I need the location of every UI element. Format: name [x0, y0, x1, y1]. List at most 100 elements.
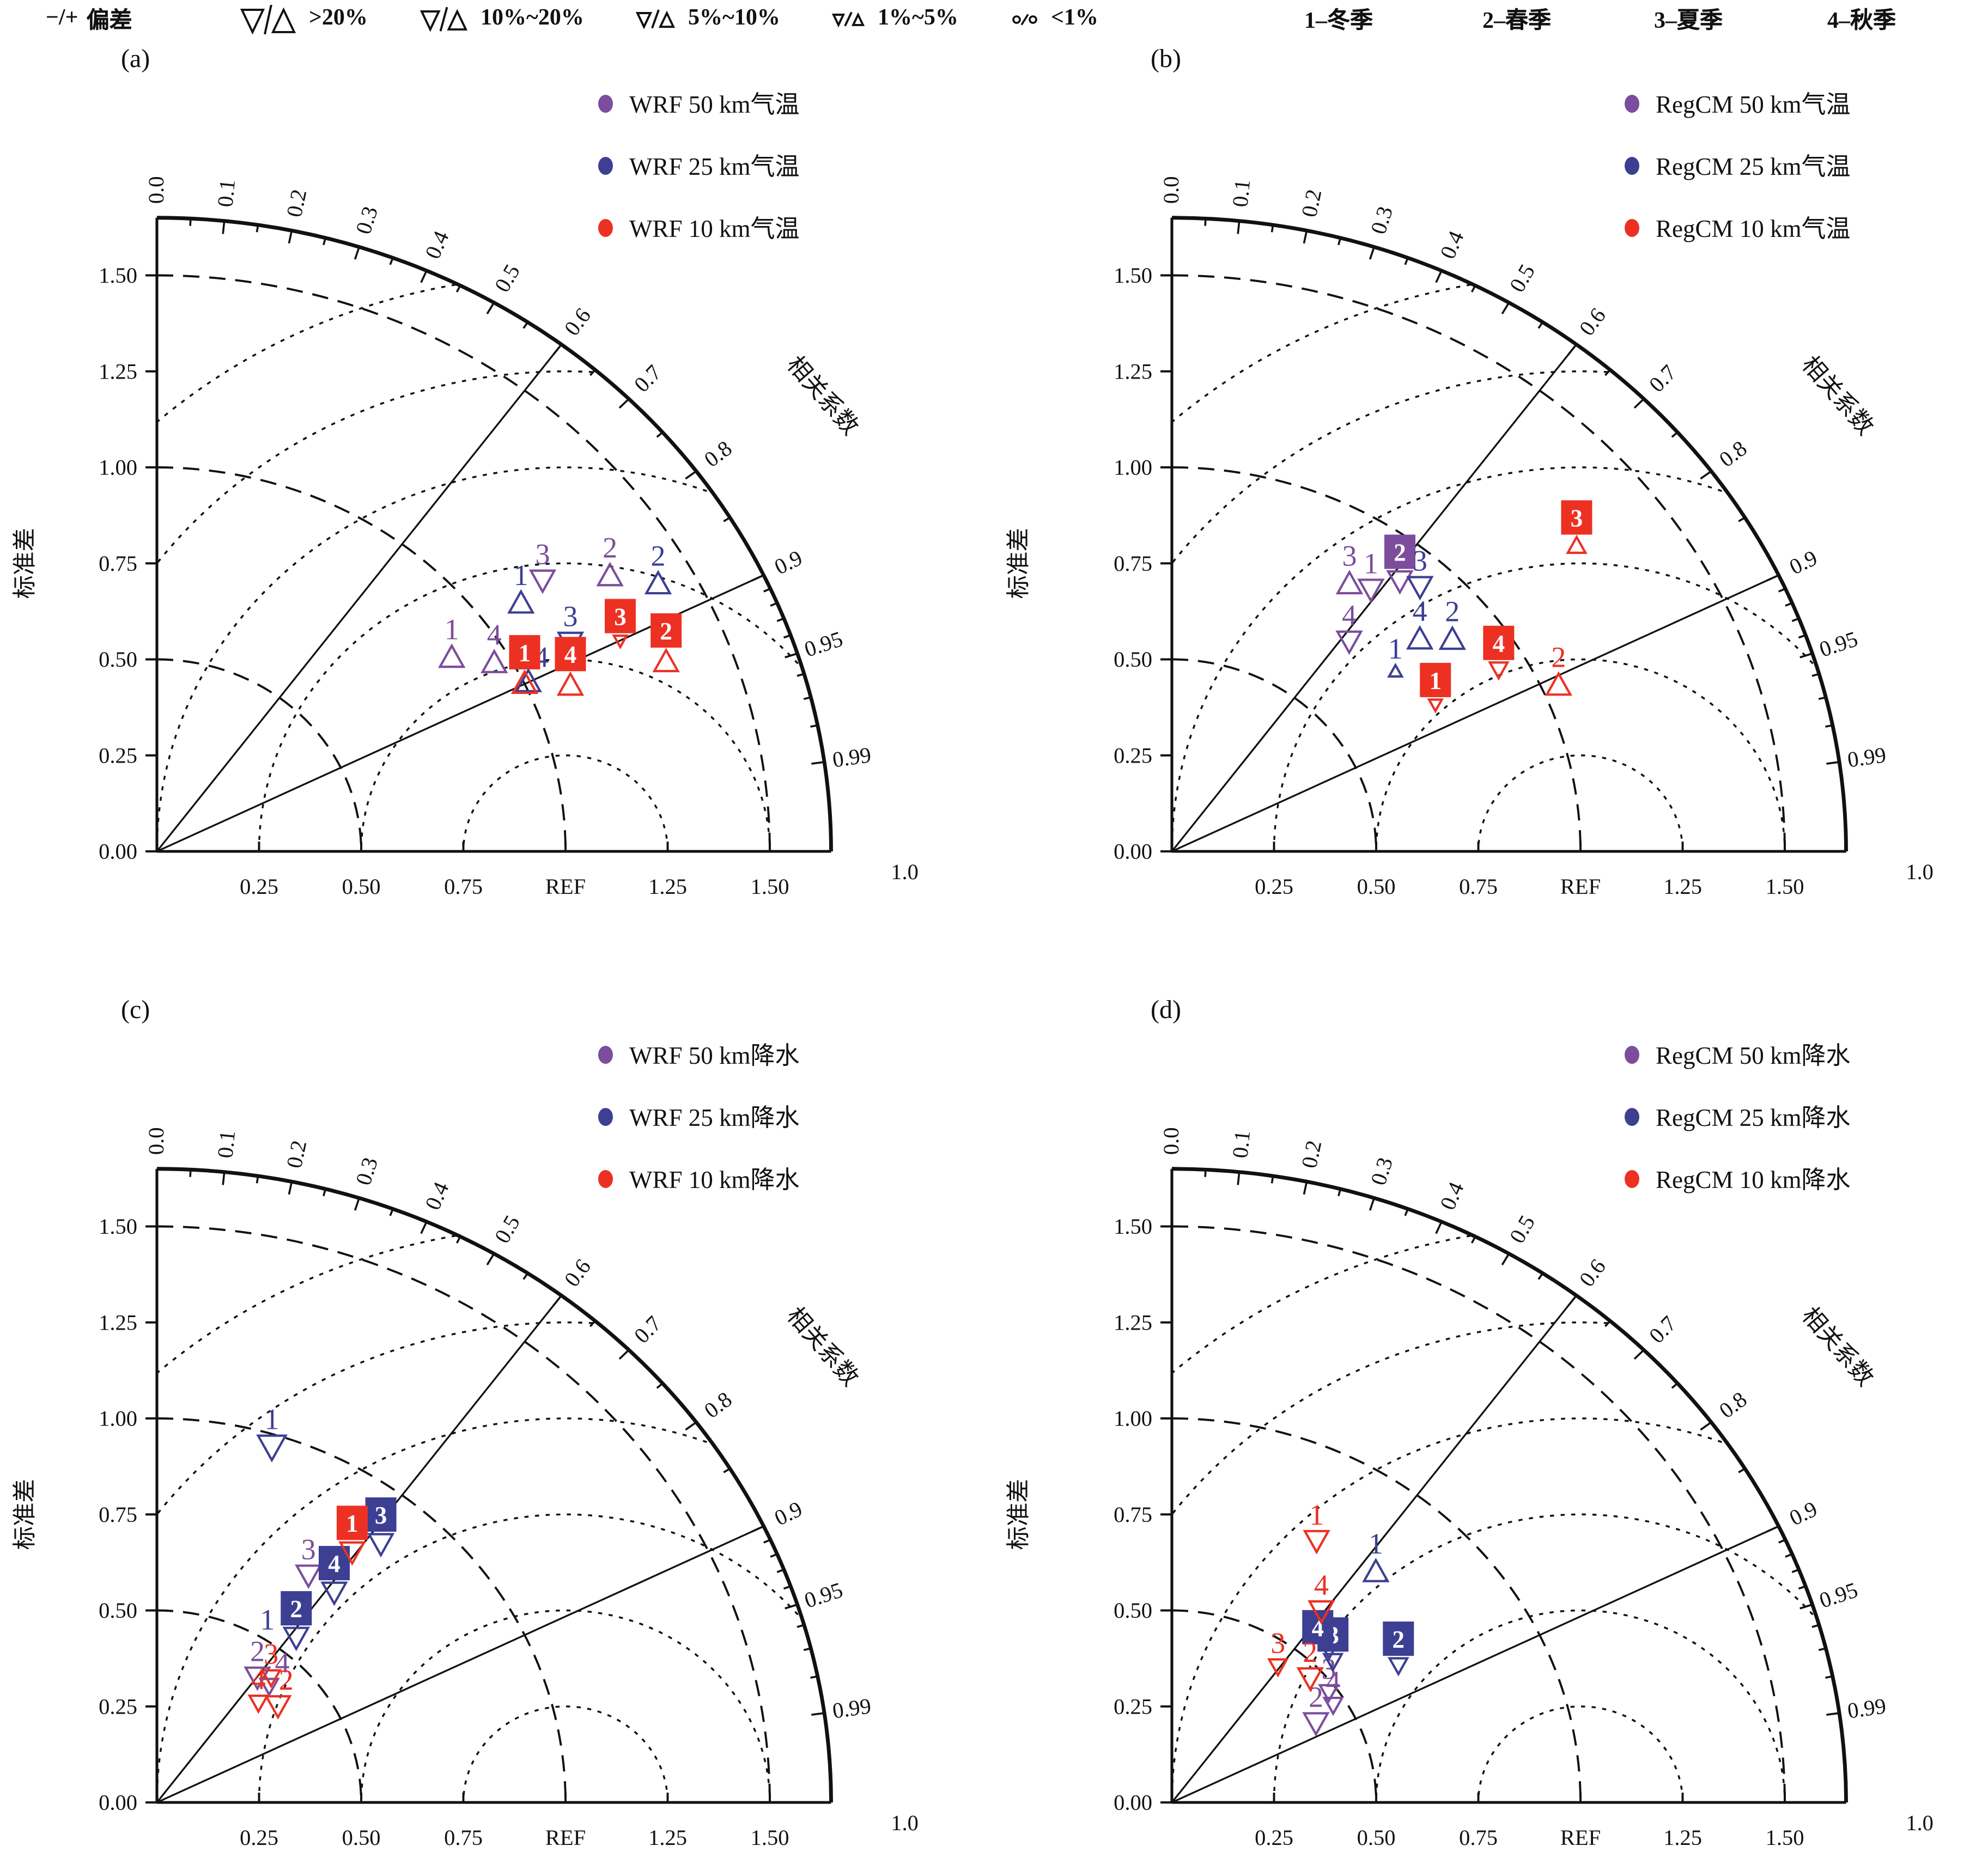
legend-row: RegCM 10 km气温 [1625, 196, 1851, 258]
x-tick-label: REF [1560, 1825, 1601, 1850]
x-tick-label: 1.25 [648, 1825, 687, 1850]
corr-tick [1404, 1208, 1409, 1216]
corr-tick [1778, 1539, 1786, 1544]
std-circle [1171, 1225, 1786, 1803]
corr-tick-label: 0.1 [212, 1129, 240, 1159]
corr-tick-label: 0.95 [801, 1577, 846, 1613]
corr-tick [1785, 602, 1793, 607]
corr-tick [1567, 344, 1577, 356]
bias-up-triangle [596, 562, 624, 587]
season-label: 3 [1571, 504, 1583, 532]
corr-ref-line [1171, 1525, 1779, 1804]
corr-tick [1811, 1624, 1820, 1628]
series-dot-red [1625, 218, 1639, 236]
legend-label: 4–秋季 [1827, 10, 1896, 34]
corr-tick [323, 237, 327, 246]
y-tick-label: 0.75 [99, 1502, 137, 1527]
x-tick-label: 0.50 [342, 1825, 381, 1850]
corr-tick [1338, 237, 1342, 246]
legend-row: RegCM 25 km气温 [1625, 134, 1851, 196]
series-label: WRF 50 km降水 [629, 1043, 800, 1070]
y-tick-label: 1.25 [99, 1310, 137, 1335]
taylor-plot-d: 0.25 0.50 0.75 REF 1.25 1.50 0.00 0.25 0.50 0.75 1… [994, 984, 1987, 1858]
panel-legend: RegCM 50 km气温 RegCM 25 km气温 RegCM 10 km气… [1625, 72, 1851, 258]
std-circle [156, 1225, 771, 1803]
corr-tick-label: 0.0 [1159, 1127, 1183, 1155]
series-label: WRF 10 km降水 [629, 1167, 800, 1194]
corr-tick-label: 0.6 [560, 1254, 595, 1292]
series-label: RegCM 10 km降水 [1656, 1167, 1851, 1194]
corr-tick-label: 0.9 [1785, 1496, 1821, 1531]
bias-down-triangle [1267, 1658, 1289, 1678]
bias-sign-symbol: −/+ [46, 7, 78, 31]
corr-tick-label: 0.0 [144, 176, 168, 204]
x-tick-label: 0.75 [444, 874, 483, 899]
corr-end-label: 1.0 [1906, 1811, 1934, 1835]
series-label: RegCM 50 km气温 [1656, 92, 1851, 119]
corr-tick [763, 588, 771, 593]
grid-lines [156, 274, 831, 852]
legend-row: RegCM 50 km气温 [1625, 72, 1851, 134]
corr-tick [189, 218, 192, 226]
season-label-box [1420, 662, 1451, 697]
bias-up-triangle [1362, 1557, 1390, 1582]
y-tick-label: 1.25 [1114, 1310, 1152, 1335]
bias-down-triangle [264, 1695, 292, 1720]
season-label: 1 [1364, 547, 1378, 580]
taylor-plot-b: 0.25 0.50 0.75 REF 1.25 1.50 0.00 0.25 0.50 0.75 1… [994, 33, 1987, 931]
std-axis-title: 标准差 [1006, 1479, 1032, 1550]
season-label: 3 [614, 604, 627, 631]
season-label: 2 [660, 618, 672, 645]
season-label: 2 [250, 1635, 265, 1668]
corr-tick [552, 1295, 562, 1307]
corr-tick-label: 0.9 [770, 1496, 806, 1531]
bias-up-triangle [1438, 625, 1466, 650]
bias-down-triangle [256, 1434, 288, 1463]
corr-tick [685, 1421, 697, 1431]
legend-symbol-svg [831, 11, 865, 28]
legend-item-gt20: >20% [239, 0, 368, 39]
corr-tick [751, 574, 764, 582]
corr-tick [618, 398, 630, 409]
corr-end-label: 1.0 [891, 860, 919, 884]
series-purple: 234 [244, 1533, 323, 1697]
x-tick-label: 0.25 [1255, 1825, 1293, 1850]
season-label: 1 [264, 1403, 279, 1436]
corr-tick [783, 634, 791, 639]
series-label: RegCM 10 km气温 [1656, 216, 1851, 243]
y-tick-label: 1.50 [1114, 1214, 1152, 1239]
corr-tick [256, 1175, 259, 1184]
season-label: 3 [375, 1502, 387, 1529]
series-label: WRF 10 km气温 [629, 216, 800, 243]
x-tick-label: 0.75 [1459, 1825, 1498, 1850]
season-label: 3 [1270, 1626, 1285, 1659]
legend-item-10to20: 10%~20% [418, 0, 584, 39]
season-label: 2 [1394, 539, 1406, 566]
season-label: 3 [536, 538, 550, 571]
corr-tick-label: 0.5 [490, 1211, 525, 1247]
panel-tag: (c) [121, 997, 150, 1025]
season-label: 3 [563, 600, 578, 633]
corr-axis-title: 相关系数 [782, 351, 864, 440]
series-purple: 234 [1302, 1653, 1344, 1737]
corr-axis-title: 相关系数 [1797, 1302, 1878, 1391]
corr-tick [770, 1553, 778, 1558]
corr-ref-line [1171, 1295, 1577, 1804]
legend-row: WRF 50 km降水 [598, 1023, 800, 1085]
std-circle [1171, 1417, 1582, 1803]
series-blue: 11 234 [256, 1403, 397, 1652]
y-tick-label: 0.25 [99, 1694, 137, 1719]
corr-tick-label: 0.1 [212, 178, 240, 208]
legend-row: WRF 25 km降水 [598, 1085, 800, 1147]
corr-tick [1501, 1253, 1510, 1265]
corr-tick [1811, 673, 1820, 677]
corr-tick [486, 1253, 495, 1265]
season-label: 4 [328, 1550, 341, 1577]
corr-tick [1798, 1585, 1806, 1590]
bias-up-triangle [438, 643, 466, 668]
legend-item-5to10: 5%~10% [634, 0, 780, 39]
bias-down-triangle [1296, 1667, 1324, 1692]
corr-tick [420, 270, 428, 283]
